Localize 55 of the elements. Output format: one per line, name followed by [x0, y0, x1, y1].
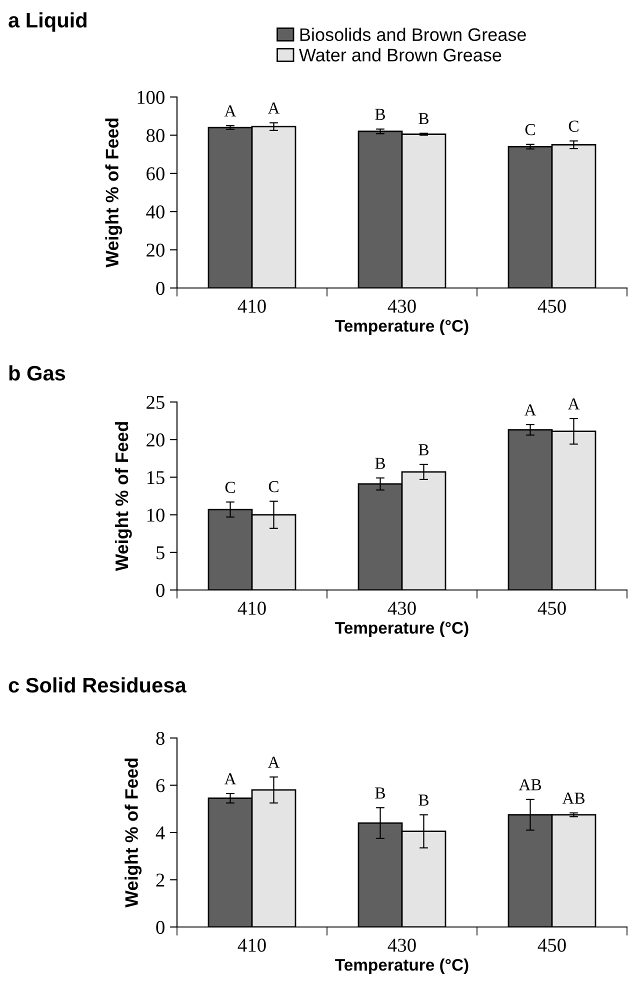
- data-label: B: [418, 113, 428, 124]
- y-tick-label: 0: [156, 282, 164, 295]
- x-tick-label: 450: [538, 938, 566, 952]
- data-label: AB: [562, 792, 585, 804]
- y-tick-label: 5: [156, 546, 164, 560]
- x-axis-title: Temperature (°C): [335, 320, 468, 336]
- data-label: A: [524, 404, 536, 416]
- legend-label: Water and Brown Grease: [299, 48, 502, 62]
- y-tick-label: 25: [146, 396, 164, 409]
- x-axis-title: Temperature (°C): [335, 958, 468, 974]
- y-axis-title: Weight % of Feed: [124, 758, 142, 908]
- chart-title: b Gas: [9, 365, 66, 381]
- y-tick-label: 10: [147, 508, 164, 522]
- y-tick-label: 20: [146, 244, 164, 257]
- data-label: A: [568, 398, 580, 410]
- y-tick-label: 2: [156, 874, 164, 886]
- data-label: C: [568, 120, 578, 132]
- y-tick-label: 4: [156, 826, 165, 840]
- x-tick-label: 410: [238, 602, 266, 615]
- data-label: B: [375, 458, 385, 469]
- y-tick-label: 80: [146, 129, 164, 142]
- x-tick-label: 450: [538, 602, 566, 615]
- chart-title: c Solid Residuesa: [8, 677, 186, 693]
- y-axis-title: Weight % of Feed: [105, 118, 122, 268]
- data-label: A: [224, 105, 236, 116]
- y-axis-title: Weight % of Feed: [114, 422, 132, 572]
- chart-title: a Liquid: [8, 12, 86, 32]
- y-tick-label: 0: [156, 584, 164, 597]
- legend-label: Biosolids and Brown Grease: [300, 28, 526, 42]
- y-tick-label: 100: [138, 90, 164, 104]
- y-tick-label: 6: [156, 779, 165, 792]
- x-tick-label: 450: [538, 300, 566, 313]
- y-tick-label: 40: [146, 205, 164, 219]
- y-tick-label: 0: [156, 920, 164, 934]
- x-tick-label: 410: [238, 300, 266, 313]
- data-label: B: [375, 788, 385, 799]
- y-tick-label: 20: [146, 433, 164, 447]
- data-label: B: [418, 444, 428, 456]
- x-tick-label: 430: [388, 938, 416, 952]
- data-label: A: [224, 773, 236, 784]
- y-tick-label: 15: [147, 471, 164, 484]
- x-tick-label: 430: [388, 300, 416, 313]
- data-label: C: [225, 482, 235, 493]
- y-tick-label: 60: [146, 167, 164, 180]
- data-label: B: [418, 794, 428, 806]
- data-label: A: [268, 756, 280, 768]
- data-label: AB: [518, 779, 542, 790]
- data-label: C: [525, 124, 535, 136]
- y-tick-label: 8: [156, 732, 164, 745]
- x-tick-label: 410: [238, 938, 266, 952]
- x-tick-label: 430: [388, 602, 416, 615]
- data-label: B: [375, 108, 385, 120]
- data-label: C: [268, 481, 278, 492]
- data-label: A: [268, 102, 280, 114]
- x-axis-title: Temperature (°C): [335, 622, 468, 638]
